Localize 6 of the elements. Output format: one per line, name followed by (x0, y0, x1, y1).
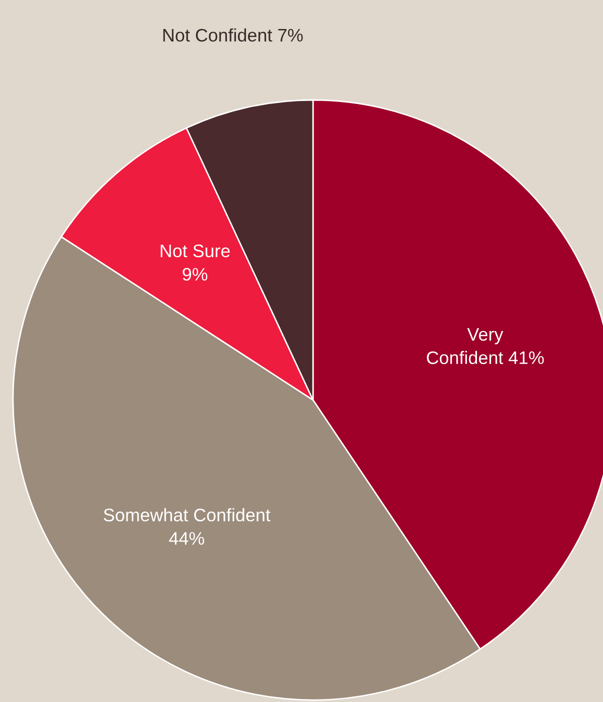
data-label: 44% (169, 532, 204, 545)
data-label: 9% (182, 268, 208, 281)
slice-label: Not Confident 7% (163, 28, 303, 42)
slice-label: Somewhat Confident (104, 508, 270, 522)
slice-label: Not Sure (160, 244, 230, 258)
slice-label: Very Confident 41% (426, 328, 544, 364)
